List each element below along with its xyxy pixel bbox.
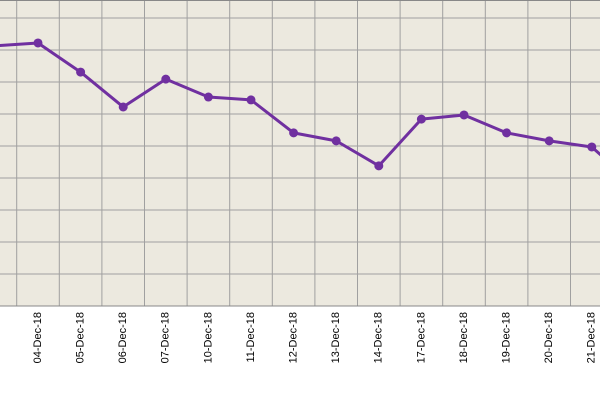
series-line (0, 41, 600, 168)
data-point (246, 95, 256, 105)
x-tick-label: 21-Dec-18 (586, 312, 598, 363)
plot-area (0, 0, 600, 306)
x-tick-label: 05-Dec-18 (75, 312, 87, 363)
x-tick-label: 10-Dec-18 (202, 312, 214, 363)
data-point (118, 102, 128, 112)
x-tick-label: 18-Dec-18 (458, 312, 470, 363)
x-tick-label: 20-Dec-18 (543, 312, 555, 363)
data-point (331, 136, 341, 146)
data-point (76, 67, 86, 77)
x-tick-label: 03-Dec-18 (0, 312, 1, 363)
x-tick-label: 14-Dec-18 (373, 312, 385, 363)
data-point (33, 38, 43, 48)
x-tick-label: 17-Dec-18 (415, 312, 427, 363)
data-point (459, 110, 469, 120)
x-tick-label: 04-Dec-18 (32, 312, 44, 363)
data-point (502, 128, 512, 138)
x-tick-label: 19-Dec-18 (501, 312, 513, 363)
x-tick-label: 06-Dec-18 (117, 312, 129, 363)
x-tick-label: 12-Dec-18 (288, 312, 300, 363)
data-point (289, 128, 299, 138)
data-point (544, 136, 554, 146)
data-point (416, 114, 426, 124)
x-tick-label: 11-Dec-18 (245, 312, 257, 363)
data-point (161, 74, 171, 84)
x-tick-label: 13-Dec-18 (330, 312, 342, 363)
x-tick-label: 07-Dec-18 (160, 312, 172, 363)
data-point (203, 92, 213, 102)
data-point (374, 161, 384, 171)
data-point (587, 142, 597, 152)
